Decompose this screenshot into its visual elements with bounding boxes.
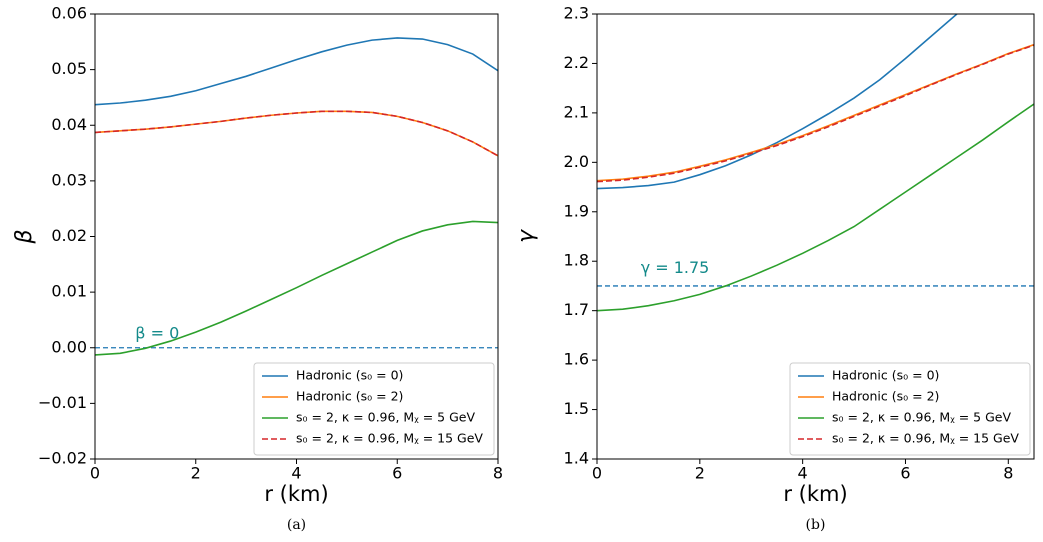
caption: (a)	[287, 517, 306, 533]
y-tick-label: 1.6	[564, 350, 589, 369]
series-line	[95, 110, 498, 157]
y-tick-label: 2.2	[564, 53, 589, 72]
series-line	[597, 103, 1034, 312]
y-axis-label: β	[12, 229, 37, 244]
annotation: γ = 1.75	[641, 258, 710, 277]
x-tick-label: 8	[1003, 464, 1013, 483]
legend-label: Hadronic (s₀ = 2)	[296, 389, 403, 404]
x-tick-label: 2	[695, 464, 705, 483]
series-line	[597, 44, 1034, 183]
y-tick-label: 1.9	[564, 201, 589, 220]
legend-label: s₀ = 2, κ = 0.96, Mᵪ = 15 GeV	[296, 431, 483, 446]
y-tick-label: 0.02	[51, 226, 87, 245]
y-tick-label: 1.7	[564, 300, 589, 319]
series-line	[597, 43, 1034, 182]
x-tick-label: 0	[90, 464, 100, 483]
x-tick-label: 6	[900, 464, 910, 483]
legend-box	[789, 362, 1031, 456]
y-tick-label: 0.05	[51, 59, 87, 78]
y-tick-label: 0.03	[51, 170, 87, 189]
plot-area	[95, 37, 498, 356]
series-line	[95, 110, 498, 157]
y-tick-label: 1.5	[564, 399, 589, 418]
x-tick-label: 4	[291, 464, 301, 483]
x-tick-label: 4	[798, 464, 808, 483]
legend-label: Hadronic (s₀ = 2)	[832, 389, 939, 404]
legend-label: Hadronic (s₀ = 0)	[296, 368, 403, 383]
y-tick-label: 0.01	[51, 282, 87, 301]
x-tick-label: 6	[392, 464, 402, 483]
x-axis-label: r (km)	[783, 482, 847, 506]
x-tick-label: 2	[191, 464, 201, 483]
y-tick-label: 1.4	[564, 449, 589, 468]
y-tick-label: 0.04	[51, 115, 87, 134]
y-tick-label: 2.3	[564, 4, 589, 23]
y-tick-label: 2.0	[564, 152, 589, 171]
caption: (b)	[806, 517, 826, 533]
series-line	[597, 14, 958, 190]
legend-label: s₀ = 2, κ = 0.96, Mᵪ = 5 GeV	[832, 410, 1011, 425]
y-tick-label: 0.06	[51, 4, 87, 23]
x-axis-label: r (km)	[264, 482, 328, 506]
x-tick-label: 0	[592, 464, 602, 483]
y-tick-label: 1.8	[564, 251, 589, 270]
y-tick-label: 0.00	[51, 337, 87, 356]
y-tick-label: −0.02	[38, 449, 87, 468]
y-tick-label: 2.1	[564, 102, 589, 121]
y-axis-label: γ	[514, 229, 539, 243]
annotation: β = 0	[135, 323, 179, 342]
legend-box	[253, 362, 495, 456]
y-tick-label: −0.01	[38, 393, 87, 412]
series-line	[95, 37, 498, 106]
legend-label: Hadronic (s₀ = 0)	[832, 368, 939, 383]
series-line	[95, 220, 498, 356]
legend-label: s₀ = 2, κ = 0.96, Mᵪ = 5 GeV	[296, 410, 475, 425]
plot-area	[597, 14, 1034, 312]
legend-label: s₀ = 2, κ = 0.96, Mᵪ = 15 GeV	[832, 431, 1019, 446]
axes-frame	[596, 13, 1035, 460]
x-tick-label: 8	[493, 464, 503, 483]
